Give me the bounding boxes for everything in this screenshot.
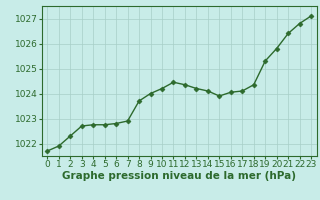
X-axis label: Graphe pression niveau de la mer (hPa): Graphe pression niveau de la mer (hPa) (62, 171, 296, 181)
